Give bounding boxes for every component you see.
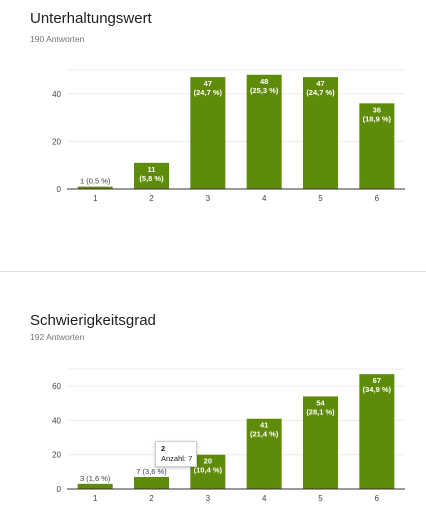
data-label: 47 xyxy=(316,79,324,88)
bar xyxy=(359,103,395,189)
tooltip-count: Anzahl: 7 xyxy=(161,454,193,463)
chart-title: Unterhaltungswert xyxy=(30,10,152,27)
card-divider xyxy=(0,271,426,272)
x-tick-label: 5 xyxy=(318,194,323,203)
y-tick-label: 20 xyxy=(52,137,61,146)
y-tick-label: 40 xyxy=(52,90,61,99)
tooltip-category: 2 xyxy=(161,444,166,453)
x-tick-label: 1 xyxy=(93,194,98,203)
bar xyxy=(134,162,169,189)
data-label: (18,9 %) xyxy=(363,114,392,123)
data-label: (5,8 %) xyxy=(139,174,164,183)
chart-card-schwierigkeitsgrad: Schwierigkeitsgrad 192 Antworten xyxy=(0,272,426,513)
bar xyxy=(246,74,282,189)
data-label: (25,3 %) xyxy=(250,86,279,95)
data-label: 36 xyxy=(373,105,381,114)
data-label: 47 xyxy=(204,79,212,88)
data-label: 48 xyxy=(260,77,268,86)
response-count: 190 Antworten xyxy=(30,34,85,44)
x-tick-label: 2 xyxy=(149,194,154,203)
data-label: (24,7 %) xyxy=(306,88,335,97)
x-tick-label: 6 xyxy=(375,194,380,203)
x-tick-label: 3 xyxy=(206,194,211,203)
bar xyxy=(77,186,113,189)
chart-card-unterhaltungswert: Unterhaltungswert 190 Antworten xyxy=(30,10,152,44)
bar-tooltip: 2 Anzahl: 7 xyxy=(155,441,197,467)
bar xyxy=(303,77,338,189)
data-label: (24,7 %) xyxy=(194,88,223,97)
x-tick-label: 4 xyxy=(262,194,267,203)
bar xyxy=(190,77,226,189)
data-label: 11 xyxy=(148,165,156,174)
chart-title: Schwierigkeitsgrad xyxy=(30,312,156,329)
y-tick-label: 0 xyxy=(57,185,62,194)
response-count: 192 Antworten xyxy=(30,332,85,342)
data-label: 1 (0,5 %) xyxy=(80,177,111,186)
